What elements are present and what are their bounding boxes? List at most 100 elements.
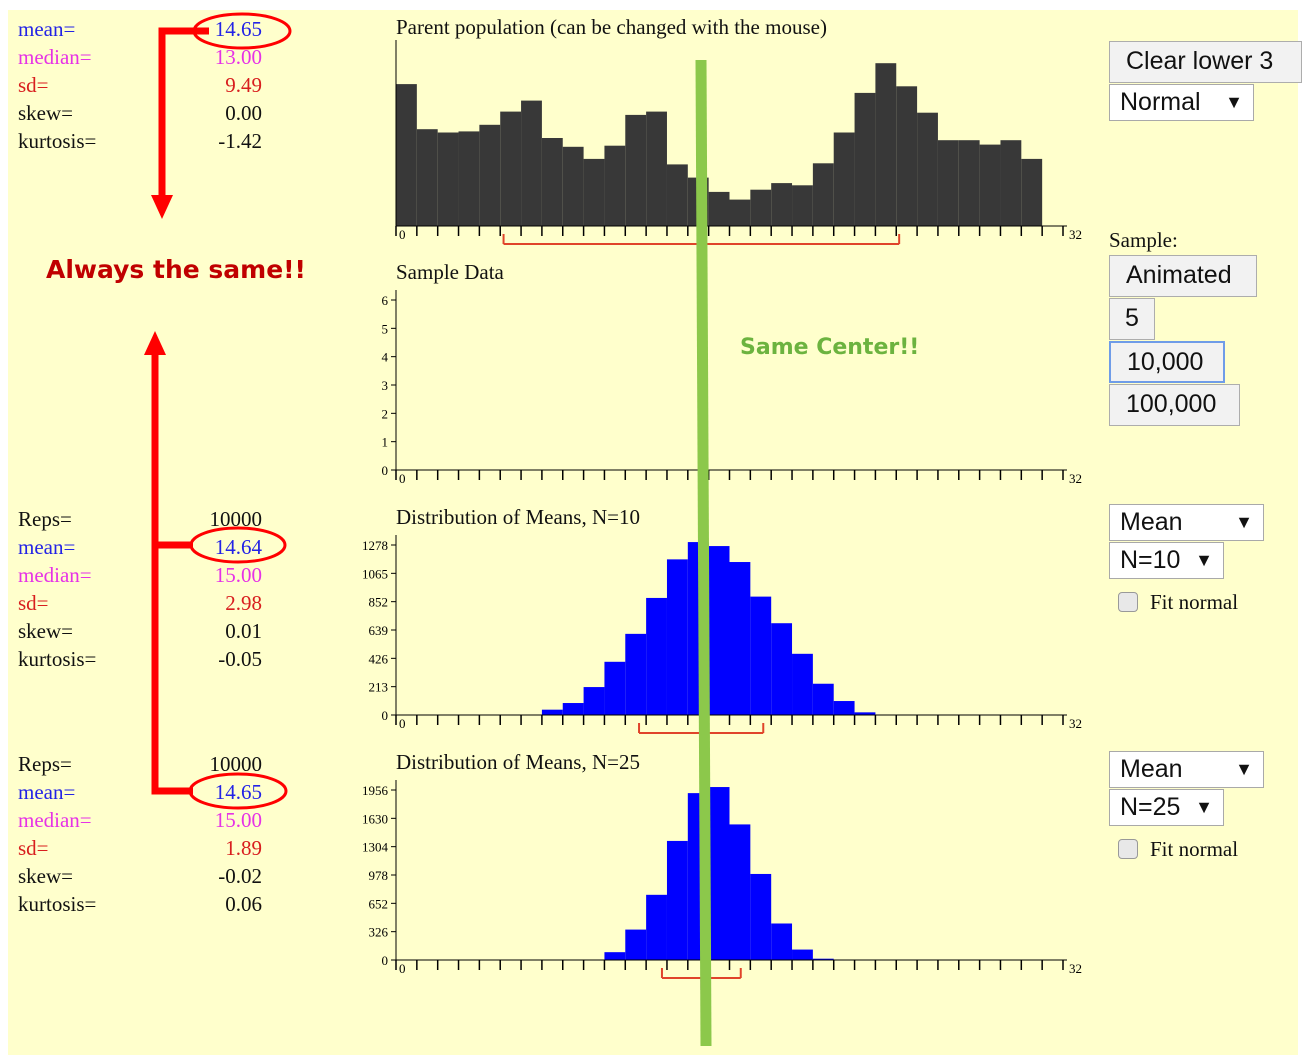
chevron-down-icon: ▼ (1235, 512, 1253, 532)
sample-data-chart: 0 32 0 1 2 3 4 5 6 (382, 290, 1082, 486)
parent-title: Parent population (can be changed with t… (396, 15, 827, 39)
bar (666, 559, 688, 715)
y-tick-label: 652 (369, 896, 389, 911)
sd-value: 2.98 (225, 591, 262, 615)
x-tick-label: 0 (399, 227, 406, 242)
clear-lower-button[interactable]: Clear lower 3 (1109, 41, 1302, 83)
mean-value: 14.65 (214, 780, 262, 804)
sample-100000-button[interactable]: 100,000 (1109, 384, 1240, 426)
kurtosis-value: -1.42 (218, 129, 262, 153)
bar (792, 185, 813, 226)
skew-value: 0.01 (225, 619, 262, 643)
y-tick-label: 1065 (362, 566, 388, 581)
x-tick-label: 32 (1069, 471, 1082, 486)
bar (500, 111, 522, 226)
kurtosis-value: -0.05 (218, 647, 262, 671)
sd-label: sd= (18, 73, 49, 97)
sd-value: 9.49 (225, 73, 262, 97)
fit-normal-label: Fit normal (1150, 590, 1239, 614)
skew-value: 0.00 (225, 101, 262, 125)
sample-size-select-1[interactable]: N=10 ▼ (1109, 542, 1224, 579)
statistic-select-2[interactable]: Mean ▼ (1109, 751, 1264, 788)
bar (708, 787, 730, 960)
x-tick-label: 32 (1069, 227, 1082, 242)
statistic-select-1[interactable]: Mean ▼ (1109, 504, 1264, 541)
parent-population-chart[interactable]: 0 32 (340, 40, 1082, 270)
reps-value: 10000 (209, 752, 263, 776)
y-tick-label: 213 (369, 680, 389, 695)
y-tick-label: 1630 (362, 811, 388, 826)
y-tick-label: 426 (369, 651, 389, 666)
always-same-annotation: Always the same!! (46, 255, 306, 284)
y-tick-label: 326 (369, 925, 389, 940)
bar (854, 92, 876, 227)
reps-value: 10000 (209, 507, 263, 531)
y-tick-label: 1 (382, 435, 389, 450)
bar (917, 112, 938, 226)
bar (625, 114, 647, 226)
means25-stats: Reps= 10000 mean= 14.65 median= 15.00 sd= 1.… (18, 750, 268, 918)
bar (541, 709, 563, 715)
x-tick-label: 32 (1069, 961, 1082, 976)
bar (833, 701, 855, 715)
y-tick-label: 1278 (362, 538, 388, 553)
y-tick-label: 2 (382, 406, 389, 421)
checkbox-box[interactable] (1118, 839, 1138, 859)
bar (875, 63, 897, 227)
sample-5-button[interactable]: 5 (1109, 298, 1155, 340)
bar (1021, 158, 1043, 226)
bar (812, 163, 834, 226)
bar (604, 145, 626, 226)
y-tick-label: 1304 (362, 840, 389, 855)
bar (833, 132, 855, 226)
mean-label: mean= (18, 780, 76, 804)
bar (687, 542, 709, 715)
y-tick-label: 1956 (362, 783, 389, 798)
reps-label: Reps= (18, 752, 72, 776)
skew-label: skew= (18, 101, 74, 125)
sample-size-select-2[interactable]: N=25 ▼ (1109, 789, 1224, 826)
chevron-down-icon: ▼ (1195, 550, 1213, 570)
median-value: 15.00 (214, 808, 262, 832)
distribution-select[interactable]: Normal ▼ (1109, 84, 1254, 121)
sample-10000-button[interactable]: 10,000 (1109, 341, 1225, 383)
bar (562, 146, 584, 226)
sample-title: Sample Data (396, 260, 504, 284)
y-tick-label: 0 (382, 953, 389, 968)
bar (750, 873, 772, 960)
sd-label: sd= (18, 836, 49, 860)
bar (708, 191, 730, 226)
bar (625, 929, 647, 960)
y-tick-label: 0 (382, 708, 389, 723)
bar (687, 177, 709, 226)
mean-label: mean= (18, 17, 76, 41)
bar (646, 597, 667, 715)
same-center-annotation: Same Center!! (740, 335, 920, 360)
bar (937, 140, 959, 226)
bar (750, 189, 772, 226)
bar (666, 164, 688, 226)
bar (729, 824, 751, 960)
chevron-down-icon: ▼ (1235, 759, 1253, 779)
sample-size-select-1-value: N=10 (1120, 546, 1181, 574)
kurtosis-label: kurtosis= (18, 647, 97, 671)
bar (812, 958, 834, 960)
x-tick-label: 0 (399, 961, 406, 976)
statistic-select-2-value: Mean (1120, 755, 1183, 783)
bar (979, 144, 1001, 226)
x-tick-label: 0 (399, 716, 406, 731)
animated-button[interactable]: Animated (1109, 255, 1257, 297)
mean-value: 14.64 (214, 535, 262, 559)
bar (625, 633, 647, 715)
bar (604, 661, 626, 715)
bar (521, 100, 542, 226)
skew-value: -0.02 (218, 864, 262, 888)
chevron-down-icon: ▼ (1225, 92, 1243, 112)
means10-stats: Reps= 10000 mean= 14.64 median= 15.00 sd= 2.… (18, 505, 268, 673)
bar (750, 596, 772, 715)
bar (771, 623, 793, 715)
bar (666, 840, 688, 960)
checkbox-box[interactable] (1118, 592, 1138, 612)
x-tick-label: 0 (399, 471, 406, 486)
bar (479, 124, 501, 226)
